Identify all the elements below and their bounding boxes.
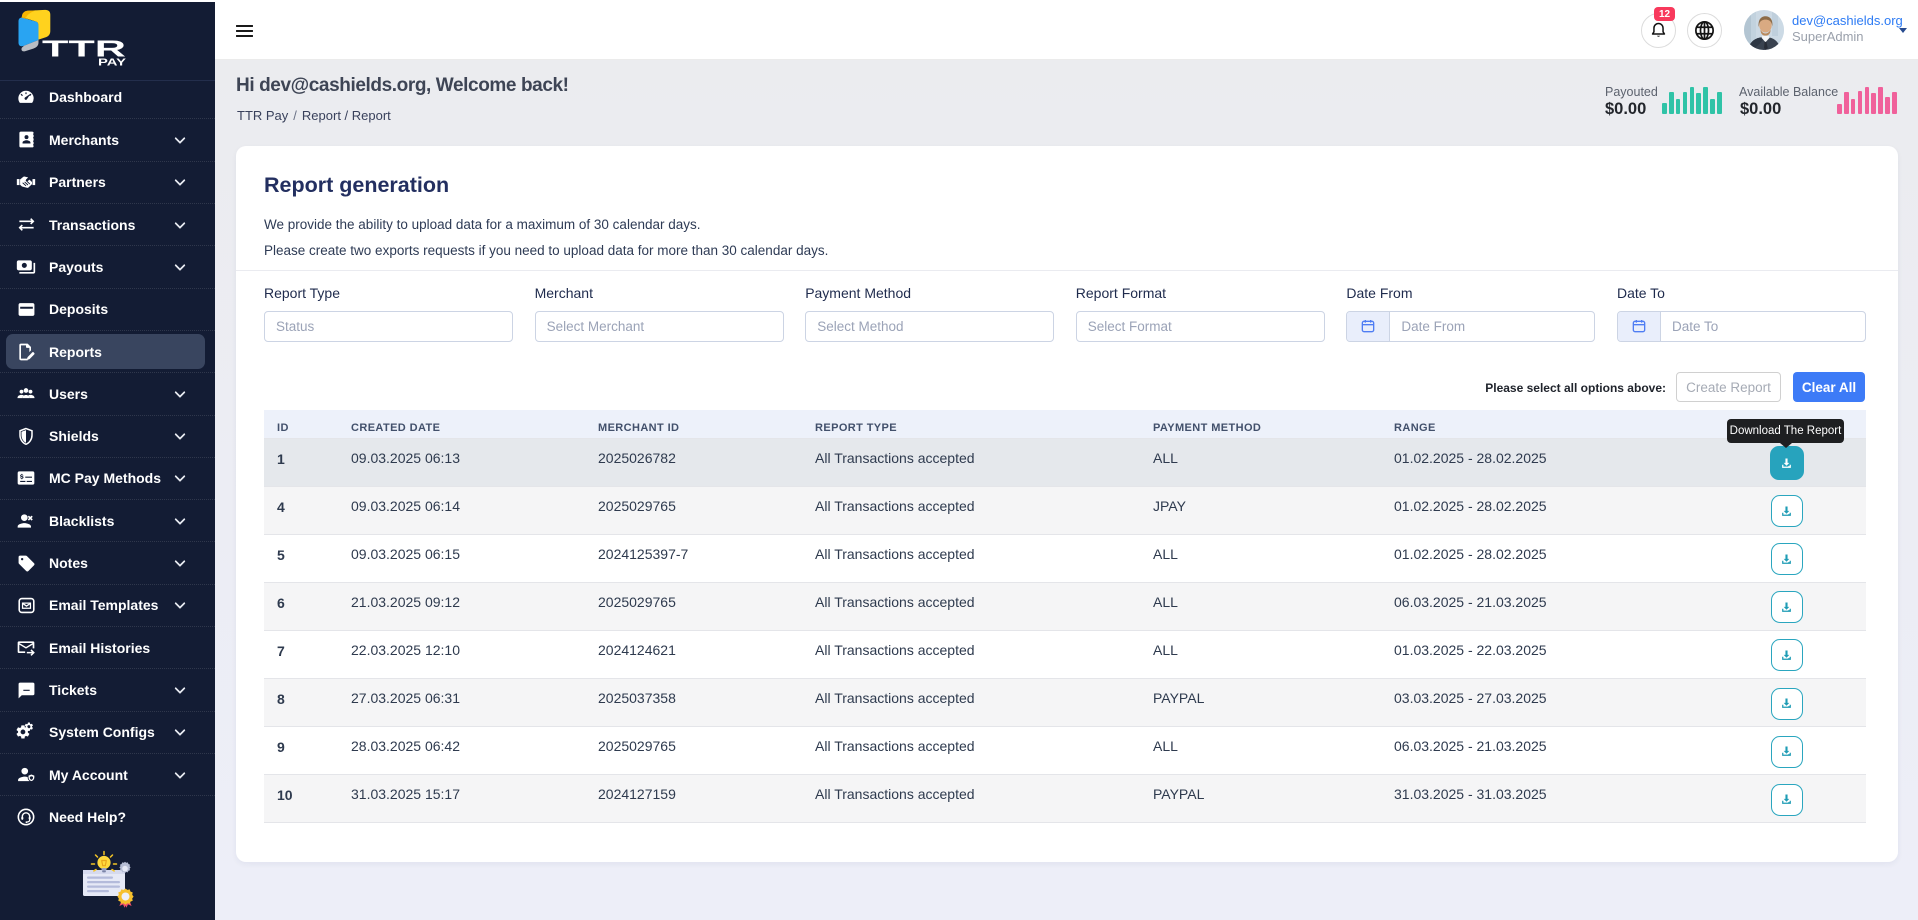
- svg-text:PAY: PAY: [98, 58, 126, 69]
- svg-text:TTR: TTR: [42, 36, 126, 62]
